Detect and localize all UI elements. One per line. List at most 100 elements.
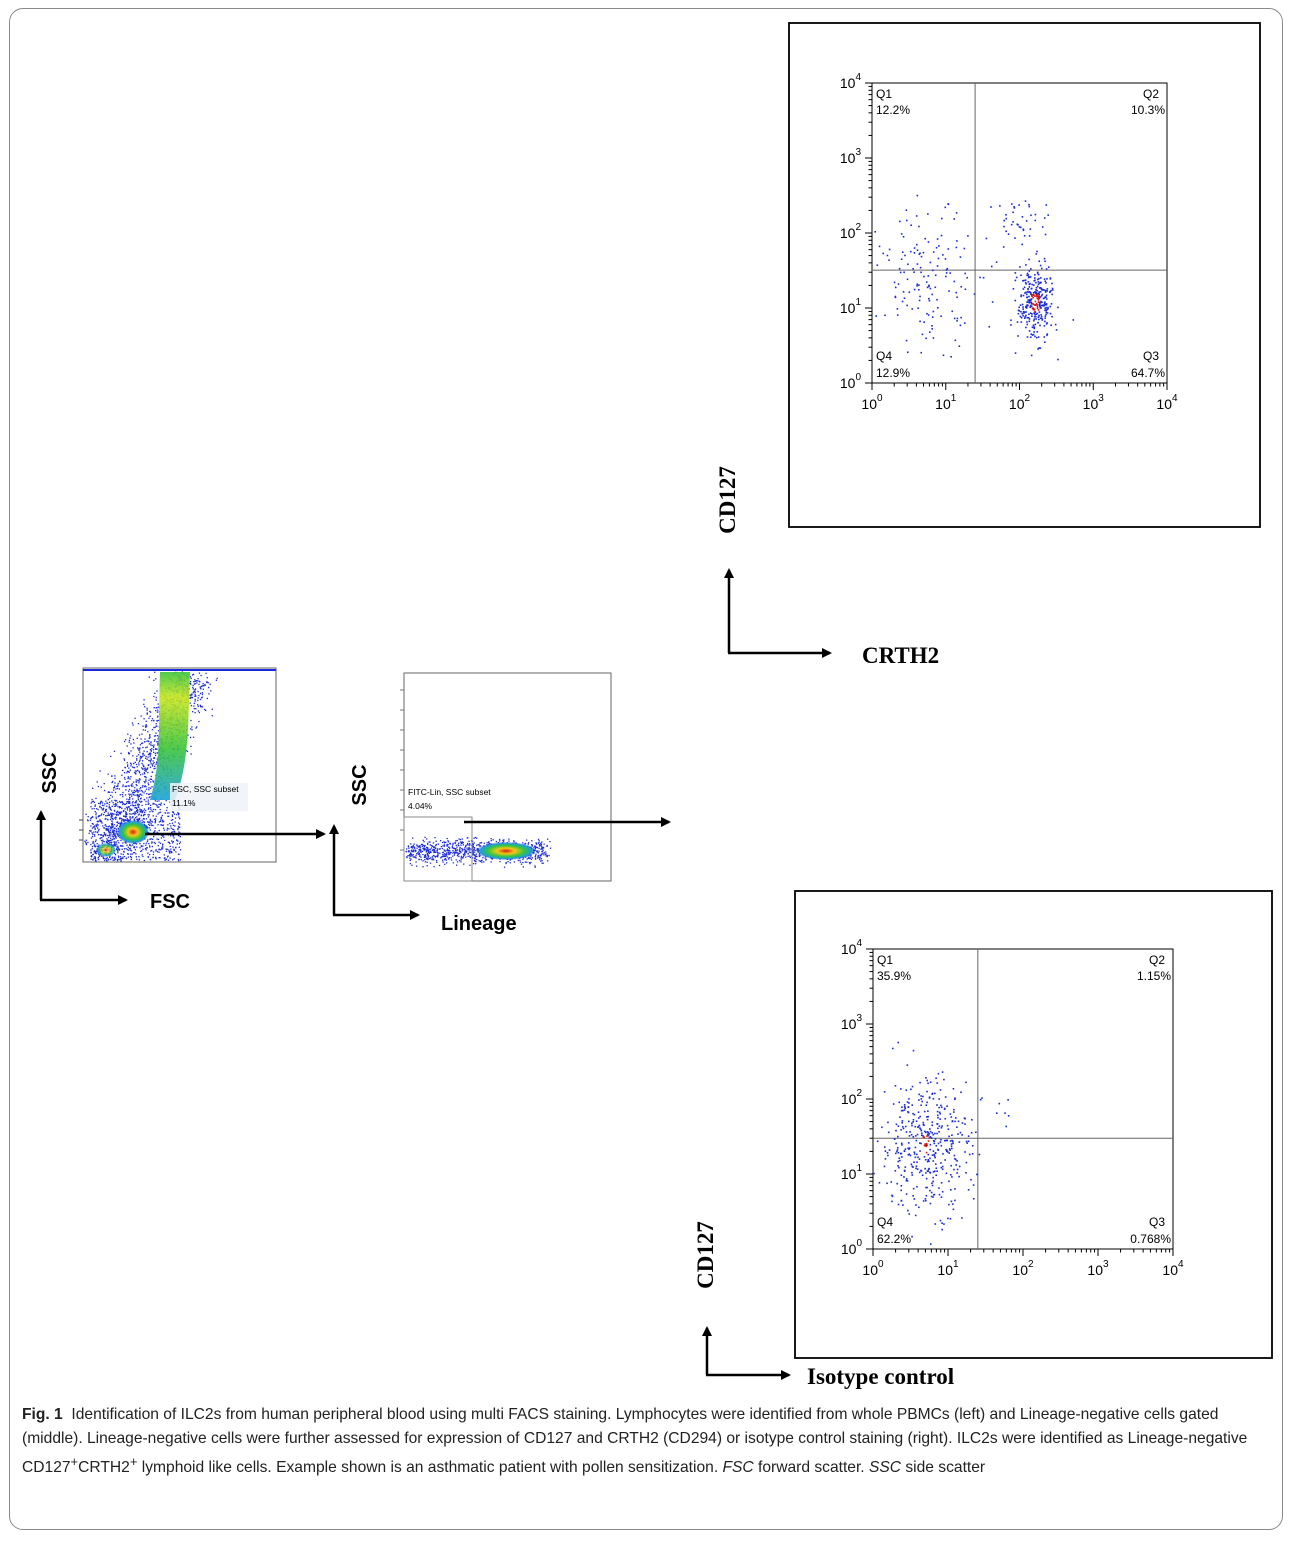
- event-dot: [928, 1097, 931, 1099]
- density-dot: [163, 836, 165, 838]
- event-dot: [900, 233, 903, 235]
- density-dot: [144, 773, 146, 775]
- density-dot: [535, 843, 538, 845]
- event-dot: [915, 1167, 917, 1170]
- density-dot: [537, 842, 540, 844]
- density-dot: [155, 735, 157, 737]
- event-dot: [1040, 267, 1043, 270]
- event-dot: [938, 1111, 941, 1114]
- density-dot: [153, 762, 155, 764]
- density-dot: [126, 807, 129, 809]
- density-dot: [110, 809, 112, 811]
- event-dot: [1035, 287, 1038, 289]
- density-dot: [135, 800, 137, 803]
- density-dot: [139, 809, 141, 811]
- density-dot: [156, 800, 158, 802]
- density-dot: [130, 845, 132, 847]
- density-dot: [443, 853, 446, 855]
- density-dot: [189, 682, 191, 685]
- density-dot: [464, 847, 466, 849]
- density-dot: [475, 849, 477, 852]
- density-dot: [148, 676, 150, 678]
- event-dot: [955, 246, 958, 249]
- event-dot: [934, 274, 937, 277]
- density-dot: [202, 682, 204, 685]
- density-dot: [135, 853, 137, 855]
- event-dot: [888, 248, 891, 251]
- density-dot: [172, 835, 175, 837]
- density-dot: [145, 779, 147, 781]
- event-dot: [1029, 304, 1032, 307]
- y-tick-label: 104: [840, 72, 862, 91]
- x-tick-label: 104: [1162, 1259, 1184, 1278]
- density-dot: [114, 799, 116, 801]
- density-dot: [151, 718, 154, 720]
- density-dot: [134, 817, 137, 819]
- density-dot: [201, 706, 203, 708]
- event-dot: [954, 1158, 957, 1161]
- density-dot: [142, 767, 144, 770]
- event-dot: [1041, 293, 1044, 296]
- event-dot: [1043, 302, 1046, 305]
- event-dot: [1044, 280, 1047, 283]
- density-dot: [446, 848, 449, 850]
- density-dot: [99, 815, 101, 817]
- event-dot: [1023, 279, 1025, 282]
- density-dot: [469, 864, 471, 866]
- density-dot: [466, 837, 468, 839]
- density-dot: [114, 777, 116, 780]
- density-dot: [154, 765, 156, 767]
- event-dot: [939, 1219, 942, 1222]
- event-dot: [947, 248, 950, 250]
- event-dot: [937, 1149, 940, 1151]
- event-dot: [954, 1097, 956, 1099]
- event-dot: [960, 285, 962, 288]
- density-dot: [138, 818, 141, 820]
- event-dot: [948, 1148, 951, 1150]
- density-dot: [425, 846, 428, 849]
- event-dot: [1036, 272, 1039, 275]
- event-dot: [915, 1139, 918, 1142]
- event-dot: [1010, 324, 1012, 326]
- density-dot: [118, 807, 121, 809]
- event-dot: [914, 1156, 917, 1159]
- density-dot: [178, 823, 181, 825]
- density-dot: [123, 759, 126, 761]
- density-dot: [407, 851, 410, 853]
- density-dot: [94, 852, 96, 854]
- density-dot: [126, 809, 129, 811]
- density-dot: [128, 788, 131, 791]
- density-dot: [448, 852, 450, 855]
- event-dot: [946, 1105, 948, 1107]
- event-dot: [1013, 207, 1016, 209]
- event-dot: [883, 1165, 886, 1168]
- density-dot: [427, 857, 429, 860]
- event-dot: [940, 1126, 943, 1129]
- density-dot: [108, 831, 110, 834]
- y-tick-label: 100: [840, 372, 862, 391]
- density-dot: [197, 697, 199, 699]
- density-dot: [513, 840, 515, 842]
- density-dot: [110, 839, 112, 842]
- event-dot: [939, 1118, 941, 1120]
- event-dot: [922, 1123, 925, 1126]
- density-dot: [146, 712, 148, 714]
- event-dot: [1044, 291, 1047, 293]
- density-dot: [130, 776, 132, 778]
- density-dot: [116, 847, 118, 849]
- event-dot: [920, 351, 923, 354]
- density-dot: [144, 769, 146, 772]
- density-dot: [476, 855, 478, 858]
- event-dot: [1050, 289, 1052, 292]
- density-dot: [98, 802, 100, 805]
- density-dot: [541, 850, 544, 853]
- event-dot: [1043, 297, 1046, 299]
- density-dot: [115, 813, 117, 816]
- density-dot: [140, 715, 142, 717]
- event-dot: [1034, 310, 1036, 313]
- density-dot: [146, 709, 148, 711]
- density-dot: [422, 860, 424, 862]
- density-dot: [107, 798, 109, 801]
- density-dot: [453, 854, 456, 856]
- density-dot: [437, 855, 439, 857]
